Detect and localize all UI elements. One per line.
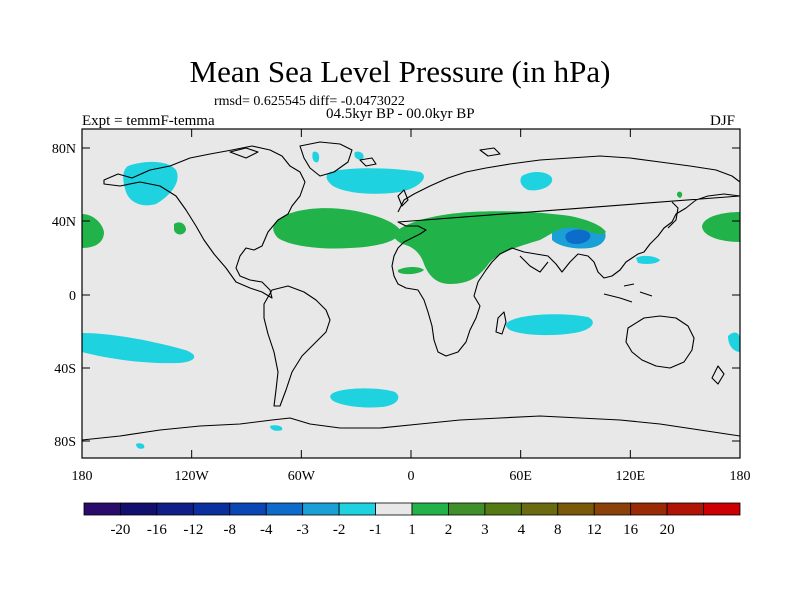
stats-label: rmsd= 0.625545 diff= -0.0473022 bbox=[214, 94, 405, 109]
colorbar-swatch bbox=[557, 502, 595, 516]
colorbar-swatch bbox=[703, 502, 741, 516]
colorbar-swatch bbox=[192, 502, 231, 516]
colorbar-swatch bbox=[448, 502, 486, 516]
lon-tick-label: 180 bbox=[72, 469, 93, 484]
lat-tick-label: 0 bbox=[69, 289, 76, 304]
anomaly-region-tibet-core bbox=[565, 229, 591, 244]
lon-tick-label: 60E bbox=[509, 469, 532, 484]
anomaly-region-north-pacific-east bbox=[702, 212, 740, 242]
anomaly-region-south-atlantic bbox=[330, 388, 399, 408]
anomaly-region-antarctic-small-2 bbox=[270, 425, 283, 431]
coastlines bbox=[82, 141, 740, 441]
anomaly-region-south-pacific-west bbox=[82, 333, 195, 364]
lon-tick-label: 0 bbox=[408, 469, 415, 484]
colorbar-label: 3 bbox=[481, 522, 489, 538]
colorbar-swatch bbox=[229, 502, 267, 516]
lon-tick-label: 120E bbox=[616, 469, 646, 484]
plot-title: Mean Sea Level Pressure (in hPa) bbox=[189, 54, 611, 89]
colorbar-swatch bbox=[265, 502, 304, 516]
colorbar-swatch bbox=[375, 502, 413, 516]
colorbar-swatch bbox=[156, 502, 194, 516]
colorbar-swatch bbox=[666, 502, 704, 516]
anomaly-region-north-pacific-small bbox=[174, 222, 186, 235]
period-label: 04.5kyr BP - 00.0kyr BP bbox=[326, 106, 475, 122]
colorbar-swatch bbox=[520, 502, 559, 516]
colorbar-label: 8 bbox=[554, 522, 562, 538]
anomaly-region-north-pacific-west bbox=[82, 214, 104, 248]
colorbar-label: -1 bbox=[369, 522, 382, 538]
anomaly-region-japan-small bbox=[676, 191, 683, 198]
season-label: DJF bbox=[710, 113, 736, 129]
anomaly-region-south-pacific-east bbox=[728, 332, 740, 352]
colorbar-swatch bbox=[630, 502, 668, 516]
colorbar-label: 16 bbox=[623, 522, 639, 538]
colorbar-swatch bbox=[411, 502, 449, 516]
lat-tick-label: 80N bbox=[52, 142, 76, 157]
colorbar-label: -2 bbox=[333, 522, 346, 538]
anomaly-region-antarctic-small bbox=[136, 443, 145, 449]
colorbar-label: -12 bbox=[183, 522, 203, 538]
colorbar-swatch bbox=[484, 502, 522, 516]
lon-tick-label: 60W bbox=[288, 469, 316, 484]
colorbar-label: 1 bbox=[408, 522, 416, 538]
colorbar-label: -4 bbox=[260, 522, 273, 538]
colorbar-label: -20 bbox=[110, 522, 130, 538]
colorbar-label: -16 bbox=[147, 522, 167, 538]
anomaly-region-west-africa bbox=[398, 267, 424, 275]
colorbar-swatch bbox=[302, 502, 340, 516]
anomaly-region-philippines bbox=[636, 255, 660, 264]
colorbar-label: -8 bbox=[224, 522, 237, 538]
longitude-axis: 180 120W 60W 0 60E 120E 180 bbox=[72, 129, 751, 484]
lat-tick-label: 80S bbox=[54, 435, 76, 450]
colorbar-swatch bbox=[83, 502, 121, 516]
anomaly-region-north-africa-asia bbox=[393, 211, 606, 284]
anomaly-region-north-atlantic bbox=[326, 168, 424, 194]
lon-tick-label: 180 bbox=[730, 469, 751, 484]
lat-tick-label: 40S bbox=[54, 362, 76, 377]
colorbar-label: 12 bbox=[587, 522, 602, 538]
anomaly-region-greenland-small bbox=[312, 151, 320, 163]
colorbar-label: 2 bbox=[445, 522, 453, 538]
lat-tick-label: 40N bbox=[52, 215, 76, 230]
anomaly-region-siberia bbox=[520, 172, 553, 191]
colorbar: -20 -16 -12 -8 -4 -3 -2 -1 1 2 3 4 8 12 16 20 bbox=[83, 502, 741, 538]
colorbar-label: 20 bbox=[660, 522, 675, 538]
lon-tick-label: 120W bbox=[175, 469, 210, 484]
colorbar-swatch bbox=[338, 502, 376, 516]
colorbar-label: -3 bbox=[296, 522, 309, 538]
colorbar-label: 4 bbox=[518, 522, 526, 538]
latitude-axis: 80N 40N 0 40S 80S bbox=[52, 142, 740, 450]
anomaly-region-arctic-small bbox=[354, 151, 364, 160]
colorbar-swatch bbox=[120, 502, 158, 516]
anomaly-region-mid-atlantic bbox=[273, 208, 401, 249]
anomaly-region-indian-ocean bbox=[505, 314, 593, 336]
colorbar-swatch bbox=[593, 502, 632, 516]
experiment-label: Expt = temmF-temma bbox=[82, 113, 215, 129]
